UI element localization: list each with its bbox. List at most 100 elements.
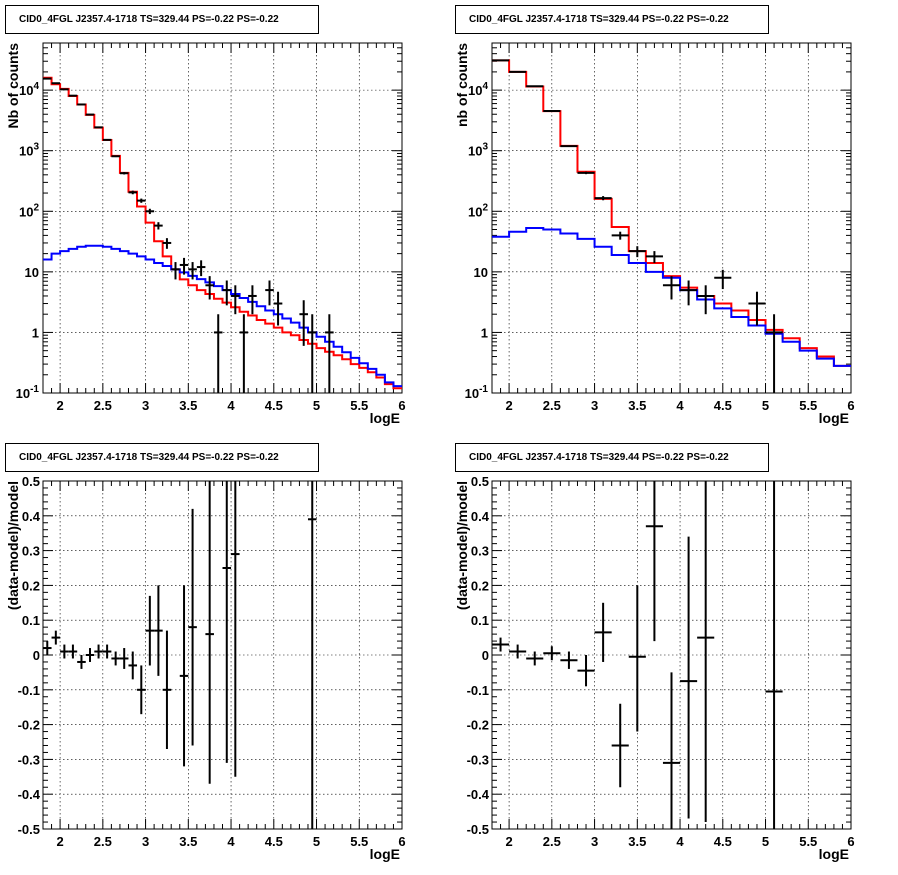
- y-tick-label: -0.4: [18, 787, 41, 802]
- data-point: [509, 644, 527, 659]
- data-point: [594, 196, 612, 201]
- model-histogram-blue: [43, 244, 402, 388]
- y-tick-label: -0.4: [467, 787, 490, 802]
- data-point: [137, 665, 146, 715]
- y-axis-ticks: [43, 480, 402, 830]
- data-point: [492, 59, 510, 62]
- data-point: [526, 85, 544, 88]
- data-point: [205, 481, 214, 784]
- data-point: [77, 655, 86, 669]
- data-point: [94, 644, 103, 659]
- data-point: [560, 651, 578, 669]
- x-tick-label: 4: [227, 834, 235, 849]
- y-axis-ticks: [492, 42, 851, 394]
- y-tick-label: 103: [468, 142, 488, 159]
- data-point: [543, 646, 561, 661]
- plot-frame: [42, 42, 403, 394]
- y-tick-label: 10: [25, 265, 39, 280]
- data-point: [307, 481, 317, 829]
- y-tick-label: 10-1: [465, 384, 489, 401]
- x-axis-ticks: [42, 43, 403, 393]
- x-tick-label: 3: [591, 834, 598, 849]
- data-point: [43, 641, 52, 655]
- chart-title: CID0_4FGL J2357.4-1718 TS=329.44 PS=-0.2…: [469, 14, 729, 25]
- x-axis-title: logE: [370, 846, 400, 862]
- plot-frame: [491, 42, 852, 394]
- data-points: [43, 481, 317, 829]
- data-points: [43, 77, 334, 393]
- data-point: [111, 155, 120, 158]
- data-point: [60, 88, 69, 91]
- x-tick-label: 5.5: [350, 398, 368, 413]
- data-point: [231, 285, 240, 315]
- x-tick-label: 2.5: [543, 398, 561, 413]
- x-axis-title: logE: [819, 846, 849, 862]
- y-tick-label: -0.3: [467, 752, 489, 767]
- y-tick-label: -0.3: [18, 752, 40, 767]
- x-tick-label: 2.5: [94, 398, 112, 413]
- data-point: [714, 269, 732, 290]
- y-tick-label: 0: [33, 648, 40, 663]
- data-point: [611, 703, 629, 788]
- x-tick-label: 3.5: [628, 398, 646, 413]
- data-point: [765, 314, 783, 393]
- data-point: [179, 585, 189, 767]
- data-point: [145, 208, 155, 215]
- x-tick-label: 6: [398, 834, 405, 849]
- data-point: [94, 126, 103, 129]
- y-tick-label: 0.1: [471, 613, 489, 628]
- y-tick-label: 0.5: [22, 474, 40, 489]
- x-tick-label: 5.5: [799, 398, 817, 413]
- y-axis-ticks: [492, 480, 851, 830]
- x-tick-label: 2.5: [94, 834, 112, 849]
- data-point: [68, 644, 78, 659]
- data-point: [102, 644, 112, 659]
- y-axis-ticks: [43, 42, 402, 394]
- x-tick-label: 2: [505, 398, 512, 413]
- data-point: [645, 481, 663, 642]
- data-point: [577, 171, 595, 175]
- y-tick-label: 103: [19, 142, 39, 159]
- data-point: [128, 190, 138, 195]
- x-tick-label: 4.5: [714, 834, 732, 849]
- x-tick-label: 4.5: [714, 398, 732, 413]
- y-tick-label: -0.5: [18, 822, 40, 837]
- data-point: [51, 630, 61, 645]
- x-tick-label: 4.5: [265, 834, 283, 849]
- grid-lines: [492, 43, 851, 393]
- x-axis-ticks: [42, 481, 403, 829]
- x-tick-label: 2.5: [543, 834, 561, 849]
- data-point: [239, 314, 249, 393]
- chart-title-box: [5, 443, 319, 472]
- data-point: [154, 585, 163, 676]
- data-point: [628, 246, 646, 258]
- data-point: [205, 276, 214, 300]
- data-point: [179, 257, 189, 275]
- x-tick-label: 4: [676, 398, 684, 413]
- y-axis-title: (data-model)/model: [5, 481, 21, 610]
- grid-lines: [43, 43, 402, 393]
- data-point: [196, 260, 206, 277]
- data-point: [680, 536, 698, 819]
- x-tick-label: 5: [313, 834, 320, 849]
- data-point: [680, 280, 698, 306]
- data-point: [43, 77, 52, 80]
- y-tick-label: 10: [474, 265, 488, 280]
- data-point: [611, 231, 629, 240]
- model-histogram-red: [492, 59, 851, 367]
- data-point: [526, 651, 544, 666]
- data-point: [111, 651, 120, 666]
- y-tick-label: 104: [468, 81, 488, 98]
- data-point: [273, 291, 283, 326]
- x-tick-label: 3: [142, 398, 149, 413]
- chart-title: CID0_4FGL J2357.4-1718 TS=329.44 PS=-0.2…: [19, 452, 279, 463]
- x-tick-label: 4: [676, 834, 684, 849]
- data-point: [162, 630, 172, 749]
- x-tick-label: 3.5: [628, 834, 646, 849]
- data-point: [162, 238, 172, 249]
- y-tick-label: -0.1: [467, 683, 489, 698]
- data-point: [248, 285, 257, 315]
- data-point: [628, 585, 646, 732]
- chart-title-box: [5, 5, 319, 34]
